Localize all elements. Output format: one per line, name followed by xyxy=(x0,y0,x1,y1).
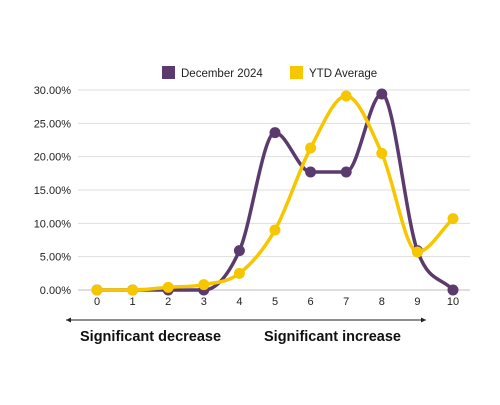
data-point xyxy=(376,147,388,159)
legend-label: December 2024 xyxy=(181,68,263,80)
x-tick-label: 8 xyxy=(379,296,385,308)
data-point xyxy=(376,88,388,100)
x-tick-label: 2 xyxy=(165,296,171,308)
data-point xyxy=(340,166,352,178)
data-point xyxy=(198,279,210,291)
data-point xyxy=(233,245,245,257)
data-point xyxy=(91,284,103,296)
legend: December 2024 YTD Average xyxy=(162,66,377,80)
data-point xyxy=(447,284,459,296)
legend-label: YTD Average xyxy=(309,68,377,80)
x-tick-label: 1 xyxy=(130,296,136,308)
data-point xyxy=(233,267,245,279)
x-tick-label: 0 xyxy=(94,296,100,308)
x-tick-label: 3 xyxy=(201,296,207,308)
data-point xyxy=(305,142,317,154)
annotation-significant-decrease: Significant decrease xyxy=(80,329,221,345)
y-tick-label: 25.00% xyxy=(34,118,72,130)
annotation-arrow-right-head xyxy=(421,317,426,323)
legend-swatch xyxy=(290,66,303,79)
x-tick-label: 4 xyxy=(236,296,242,308)
y-axis-tick-labels: 0.00% 5.00% 10.00% 15.00% 20.00% 25.00% 30.00% xyxy=(34,85,72,297)
annotation-arrow-left-head xyxy=(66,317,71,323)
series-lines xyxy=(91,88,459,296)
data-point xyxy=(127,284,139,296)
legend-item: December 2024 xyxy=(162,66,263,80)
y-tick-label: 15.00% xyxy=(34,185,72,197)
grid-lines xyxy=(78,89,470,291)
scale-annotation: Significant decrease Significant increas… xyxy=(66,317,426,345)
annotation-significant-increase: Significant increase xyxy=(264,329,401,345)
series-december-2024 xyxy=(91,88,459,296)
series-ytd-average xyxy=(91,90,459,296)
x-tick-label: 6 xyxy=(308,296,314,308)
data-point xyxy=(340,90,352,102)
data-point xyxy=(162,281,174,293)
data-point xyxy=(447,213,459,225)
x-tick-label: 10 xyxy=(447,296,459,308)
y-tick-label: 0.00% xyxy=(40,285,71,297)
legend-item: YTD Average xyxy=(290,66,377,80)
data-point xyxy=(269,224,281,236)
data-point xyxy=(269,127,281,139)
y-tick-label: 20.00% xyxy=(34,152,72,164)
y-tick-label: 10.00% xyxy=(34,218,72,230)
y-tick-label: 5.00% xyxy=(40,252,71,264)
x-tick-label: 9 xyxy=(414,296,420,308)
x-axis-tick-labels: 0 1 2 3 4 5 6 7 8 9 10 xyxy=(94,296,459,308)
data-point xyxy=(411,246,423,258)
data-point xyxy=(305,166,317,178)
x-tick-label: 7 xyxy=(343,296,349,308)
y-tick-label: 30.00% xyxy=(34,85,72,97)
legend-swatch xyxy=(162,66,175,79)
x-tick-label: 5 xyxy=(272,296,278,308)
series-line xyxy=(95,94,455,292)
